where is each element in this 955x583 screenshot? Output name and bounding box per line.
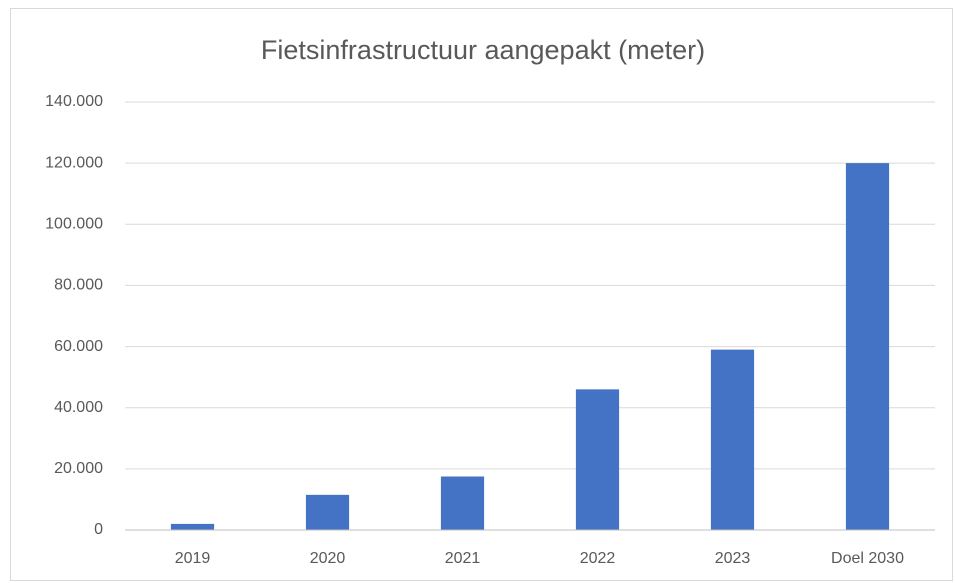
x-tick-label: 2020 <box>310 550 346 567</box>
bar <box>305 494 350 530</box>
bar <box>440 476 485 530</box>
x-tick-label: 2023 <box>715 550 751 567</box>
y-tick-label: 0 <box>94 521 103 538</box>
bar <box>845 163 890 530</box>
x-tick-label: Doel 2030 <box>831 550 904 567</box>
bar <box>170 523 215 530</box>
x-tick-label: 2019 <box>175 550 211 567</box>
chart-title: Fietsinfrastructuur aangepakt (meter) <box>261 35 705 65</box>
y-tick-label: 120.000 <box>45 154 103 171</box>
bar <box>575 389 620 530</box>
y-tick-label: 80.000 <box>54 277 103 294</box>
y-tick-label: 60.000 <box>54 338 103 355</box>
y-tick-label: 100.000 <box>45 216 103 233</box>
y-tick-label: 40.000 <box>54 399 103 416</box>
y-tick-label: 140.000 <box>45 93 103 110</box>
y-tick-label: 20.000 <box>54 460 103 477</box>
x-tick-label: 2022 <box>580 550 616 567</box>
bar <box>710 349 755 530</box>
x-tick-label: 2021 <box>445 550 481 567</box>
